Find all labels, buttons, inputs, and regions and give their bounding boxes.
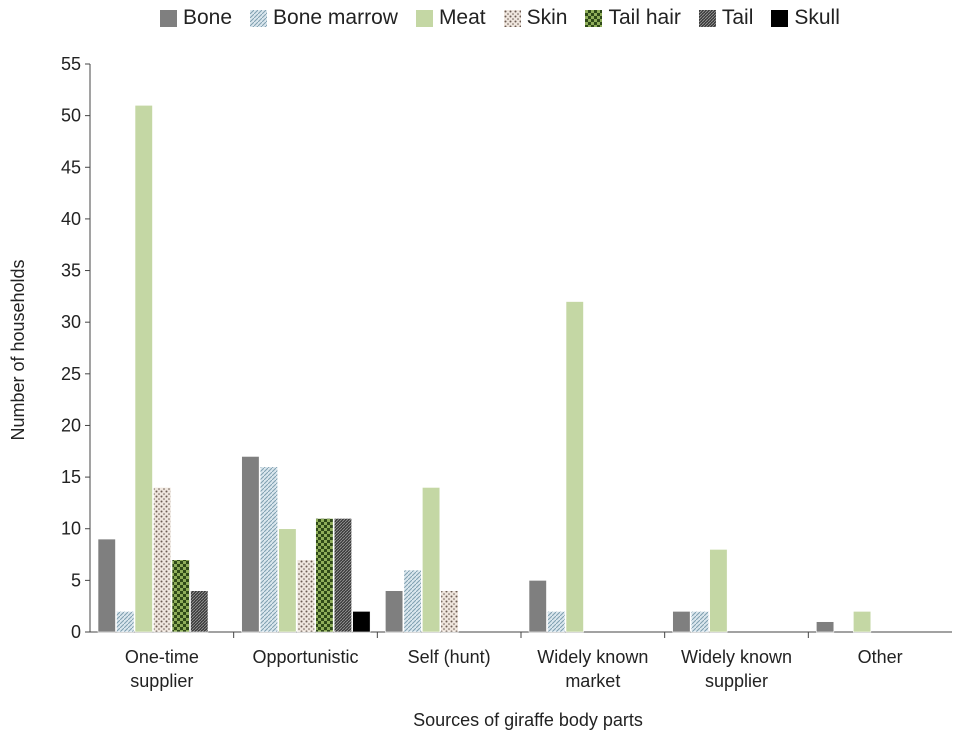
- legend-label: Meat: [438, 6, 486, 29]
- bar-skull: [352, 611, 371, 633]
- x-tick-label: Other: [858, 647, 903, 667]
- x-tick-label: Widely known market: [537, 647, 648, 691]
- legend-swatch: [771, 9, 789, 27]
- bar-meat: [709, 549, 728, 633]
- y-tick-label: 0: [71, 622, 81, 642]
- y-tick-label: 45: [61, 157, 81, 177]
- bar-bone: [241, 456, 260, 633]
- bar-meat: [134, 105, 153, 633]
- legend-label: Bone marrow: [273, 6, 398, 29]
- bars: [97, 105, 872, 633]
- bar-bone: [816, 621, 835, 633]
- x-tick-label: Opportunistic: [252, 647, 358, 667]
- y-tick-labels: 0 5 10 15 20 25 30 35 40 45 50 55: [61, 54, 81, 642]
- y-tick-label: 15: [61, 467, 81, 487]
- legend-swatch: [160, 9, 177, 27]
- legend-item-meat: Meat: [415, 6, 486, 30]
- legend-item-tail-hair: Tail hair: [585, 6, 681, 30]
- legend-item-skin: Skin: [503, 6, 568, 30]
- x-axis-title: Sources of giraffe body parts: [413, 710, 643, 730]
- legend-label: Skull: [794, 6, 840, 29]
- x-tick-label: Widely known supplier: [681, 647, 792, 691]
- x-tick-labels: One-time supplier Opportunistic Self (hunt)…: [125, 647, 903, 691]
- legend-label: Skin: [526, 6, 568, 29]
- y-tick-label: 40: [61, 209, 81, 229]
- bar-bone-marrow: [547, 611, 566, 633]
- y-tick-label: 30: [61, 312, 81, 332]
- bar-meat: [422, 487, 441, 633]
- legend-swatch: [250, 9, 268, 27]
- legend-item-bone: Bone: [160, 6, 232, 30]
- y-tick-label: 55: [61, 54, 81, 74]
- bar-meat: [565, 301, 584, 633]
- legend-swatch: [698, 9, 716, 27]
- y-tick-label: 10: [61, 519, 81, 539]
- bar-tail-hair: [171, 559, 190, 633]
- x-tick-label: One-time supplier: [125, 647, 199, 691]
- bar-meat: [853, 611, 872, 633]
- legend-item-skull: Skull: [771, 6, 840, 30]
- legend-swatch: [415, 9, 433, 27]
- bar-bone: [97, 538, 116, 633]
- bar-meat: [278, 528, 297, 633]
- y-axis-title: Number of households: [8, 259, 28, 440]
- legend-label: Bone: [183, 6, 233, 29]
- y-tick-label: 5: [71, 570, 81, 590]
- bar-tail: [190, 590, 209, 633]
- legend-item-bone-marrow: Bone marrow: [250, 6, 398, 30]
- bar-bone-marrow: [403, 569, 422, 633]
- bar-tail-hair: [315, 518, 334, 633]
- y-tick-label: 25: [61, 364, 81, 384]
- chart-legend: Bone Bone marrow Meat Skin Tail hair Tail Skul…: [160, 4, 840, 32]
- bar-skin: [440, 590, 459, 633]
- y-tick-label: 50: [61, 106, 81, 126]
- legend-item-tail: Tail: [698, 6, 754, 30]
- axes: [85, 63, 952, 638]
- bar-bone-marrow: [690, 611, 709, 633]
- bar-skin: [153, 487, 172, 633]
- y-tick-label: 20: [61, 415, 81, 435]
- bar-bone: [385, 590, 404, 633]
- bar-bone: [672, 611, 691, 633]
- legend-label: Tail hair: [608, 6, 681, 29]
- legend-swatch: [503, 9, 521, 27]
- bar-skin: [296, 559, 315, 633]
- legend-swatch: [585, 9, 603, 27]
- bar-bone-marrow: [259, 466, 278, 633]
- x-tick-label: Self (hunt): [408, 647, 491, 667]
- bar-bone: [528, 580, 547, 633]
- bar-tail: [333, 518, 352, 633]
- y-tick-label: 35: [61, 261, 81, 281]
- legend-label: Tail: [721, 6, 754, 29]
- bar-bone-marrow: [116, 611, 135, 633]
